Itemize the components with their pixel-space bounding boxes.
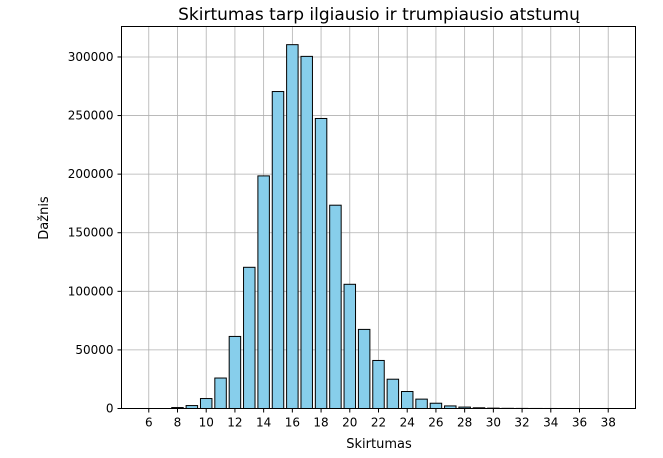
x-axis-ticks: 6 8 10 12 14 16 18 20 22 24 26 28 30 32 34 36 38 [145,408,616,430]
bar [386,378,400,410]
x-tick-label: 20 [342,416,357,430]
bar [357,328,371,409]
y-tick-label: 0 [106,402,114,416]
y-tick-label: 200000 [68,167,114,181]
y-axis-ticks: 0 50000 100000 150000 200000 250000 300000 [68,50,122,416]
x-tick-label: 32 [514,416,529,430]
x-tick-label: 26 [428,416,443,430]
bar [286,44,299,410]
bar [228,335,242,409]
bar [400,391,414,410]
bar [329,204,342,409]
y-tick-label: 250000 [68,109,114,123]
bar [343,283,357,409]
x-axis-label: Skirtumas [346,437,412,452]
x-tick-label: 34 [543,416,558,430]
x-tick-label: 10 [199,416,214,430]
x-tick-label: 36 [572,416,587,430]
bar [199,398,213,410]
x-tick-label: 28 [457,416,472,430]
grid-lines [121,26,636,409]
bar [243,266,256,409]
bar [214,377,227,410]
bar [300,55,313,409]
x-tick-label: 18 [313,416,328,430]
x-tick-label: 30 [486,416,501,430]
y-tick-label: 300000 [68,50,114,64]
y-tick-label: 50000 [75,343,113,357]
bar [429,402,443,409]
x-tick-label: 38 [601,416,616,430]
x-tick-label: 22 [371,416,386,430]
bar [415,398,428,409]
bar [372,359,385,410]
x-tick-label: 12 [227,416,242,430]
x-tick-label: 8 [174,416,182,430]
bar [257,175,270,409]
y-tick-label: 100000 [68,284,114,298]
bars [171,44,615,410]
x-tick-label: 24 [400,416,415,430]
chart-title: Skirtumas tarp ilgiausio ir trumpiausio … [178,5,580,25]
bar [271,91,285,409]
x-tick-label: 14 [256,416,271,430]
bar [314,117,328,410]
y-tick-label: 150000 [68,226,114,240]
x-tick-label: 16 [285,416,300,430]
x-tick-label: 6 [145,416,153,430]
y-axis-label: Dažnis [37,196,52,240]
